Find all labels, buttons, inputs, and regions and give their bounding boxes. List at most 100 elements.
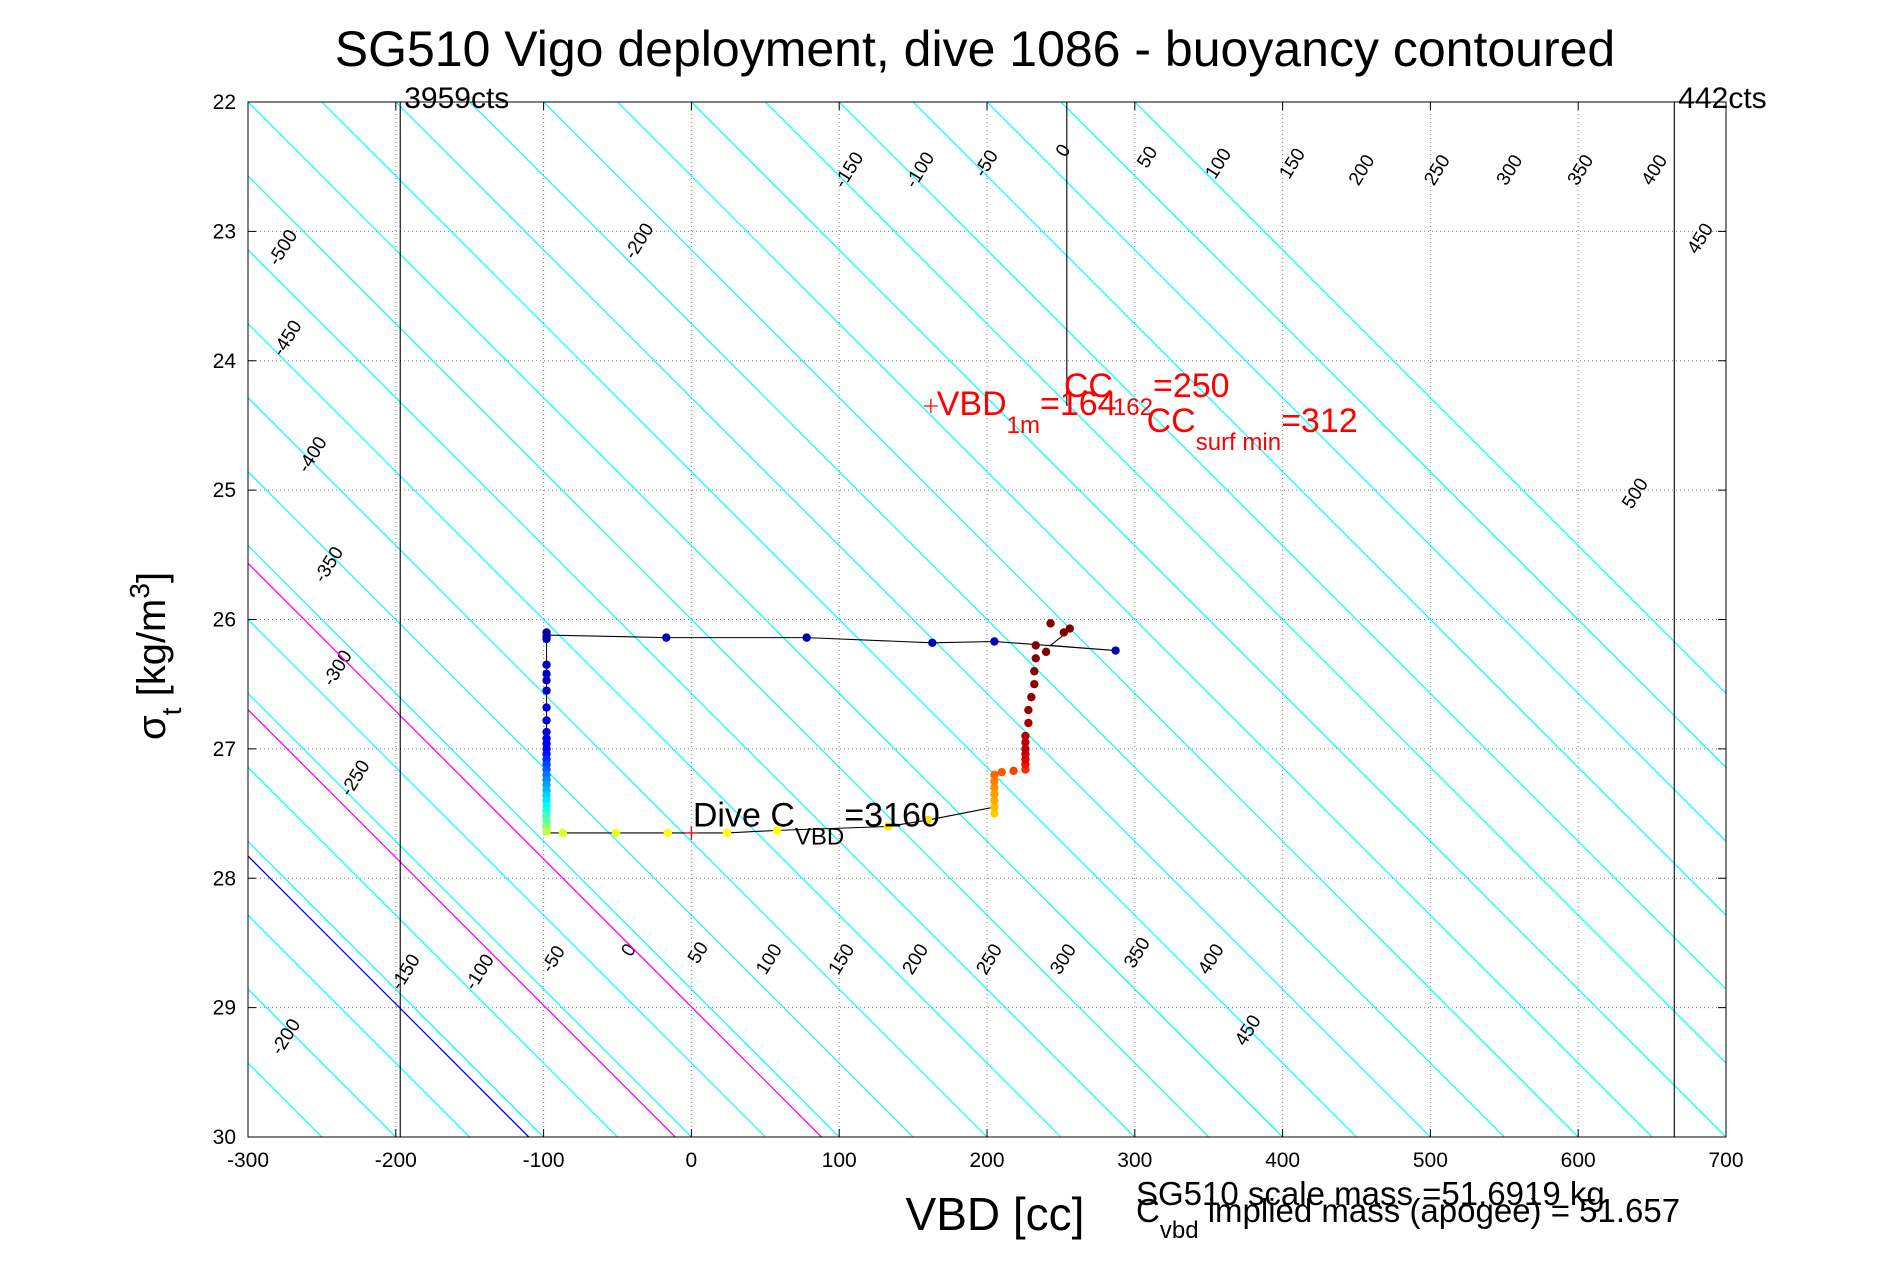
buoyancy-contour-line [248,249,1136,1137]
buoyancy-contour-line [248,322,1062,1137]
dive-point [542,660,551,669]
contour-label: -200 [267,1015,305,1058]
buoyancy-contour-line [0,102,100,1137]
cc-162-label: CC162=250 [1064,367,1230,421]
buoyancy-contour-line [248,1136,249,1137]
dive-point [663,828,672,838]
implied-mass-label: Cvbd implied mass (apogee) = 51.657 [1136,1192,1680,1244]
dive-point [883,822,893,831]
contour-label: 100 [752,940,787,978]
contour-label: 250 [1420,151,1455,189]
contour-label: -100 [461,951,499,994]
y-tick-label: 25 [213,479,236,502]
buoyancy-contour-line [248,840,545,1137]
contour-label: 100 [1202,145,1237,183]
dive-point [1031,641,1040,650]
dive-point [542,634,551,644]
x-tick-label: -200 [375,1149,417,1172]
dive-point [990,770,999,779]
dive-point [611,828,621,838]
y-tick-label: 22 [213,91,236,114]
vbd-1m-label: VBD1m=164 [937,385,1117,439]
contour-label: 400 [1194,940,1229,978]
transit-point [990,637,999,646]
dive-point [1030,667,1039,676]
contour-label: -450 [269,317,307,360]
buoyancy-contour-line [248,544,840,1137]
x-tick-label: 400 [1265,1149,1300,1172]
dive-point [990,796,999,805]
transit-point [928,638,937,647]
dive-point [1024,718,1033,728]
y-axis-label-text: σt [kg/m3] [124,572,187,740]
y-tick-label: 29 [213,997,236,1020]
x-tick-label: -300 [227,1149,269,1172]
vbd-1m-line [248,855,530,1137]
y-tick-label: 30 [213,1126,236,1149]
dive-point [1046,619,1055,628]
dive-point [990,809,999,818]
dive-point [542,676,551,685]
contour-label: -350 [310,543,348,586]
y-tick-label: 24 [213,350,237,373]
reference-lines [248,102,1675,1137]
dive-point [1021,738,1030,747]
contour-label: 500 [1618,475,1653,513]
dive-point [1065,624,1074,633]
contour-label: 350 [1564,151,1599,189]
x-axis-label: VBD [cc] [906,1188,1085,1240]
contour-label: 450 [1683,220,1718,258]
cc-surf-min-label: CCsurf min=312 [1147,402,1358,456]
dive-point [558,828,568,838]
x-tick-label: 500 [1413,1149,1448,1172]
vbd-1m-label-marker [923,399,938,414]
contour-label: 250 [972,940,1007,978]
x-tick-label: 100 [822,1149,857,1172]
y-tick-label: 26 [213,609,236,632]
dive-point [990,789,999,799]
buoyancy-contour-line [543,102,1579,1137]
buoyancy-contour-line [469,102,1505,1137]
contour-label: 150 [1275,145,1310,183]
x-tick-label: 200 [969,1149,1004,1172]
dive-point [1024,705,1033,715]
cc-surf-min-line [248,562,822,1137]
dive-point [1031,654,1040,663]
buoyancy-contour-line [986,102,1726,843]
x-tick-label: 0 [686,1149,698,1172]
dive-point [542,827,551,836]
contour-label: -400 [294,433,332,476]
buoyancy-contour-line [912,102,1726,917]
contour-label: -150 [830,149,868,192]
buoyancy-contour-line [248,396,988,1137]
y-tick-label: 27 [213,738,236,761]
contour-label: -150 [387,951,425,994]
cc-162-line [248,708,676,1137]
buoyancy-contour-line [838,102,1726,990]
bottom-text: VBD [cc] SG510 scale mass =51.6919 kgCvbd… [906,1175,1681,1244]
dive-point [542,669,551,679]
dive-point [722,828,732,838]
buoyancy-contour-line [1134,102,1726,695]
dive-point [542,703,551,712]
contour-labels: -500-450-400-350-300-250-200-150 -100 -50 0… [264,141,1718,1059]
x-tick-label: 300 [1117,1149,1152,1172]
dive-point [1021,731,1030,741]
contour-label: 0 [1052,141,1075,161]
contour-label: -250 [337,757,375,800]
buoyancy-contour-line [1060,102,1726,769]
dive-point [1009,766,1018,776]
contour-label: 200 [899,940,934,978]
dive-point [990,777,999,786]
dive-point [542,716,551,725]
y-tick-label: 23 [213,220,236,243]
contour-label: 50 [1133,143,1162,172]
contour-label: -200 [620,220,658,263]
buoyancy-contour-line [248,692,692,1137]
dive-point [1059,628,1069,637]
buoyancy-contour-line [690,102,1726,1137]
dive-point [990,802,999,812]
dive-cvbd-label-marker [684,825,699,840]
contour-label: 400 [1638,151,1673,189]
